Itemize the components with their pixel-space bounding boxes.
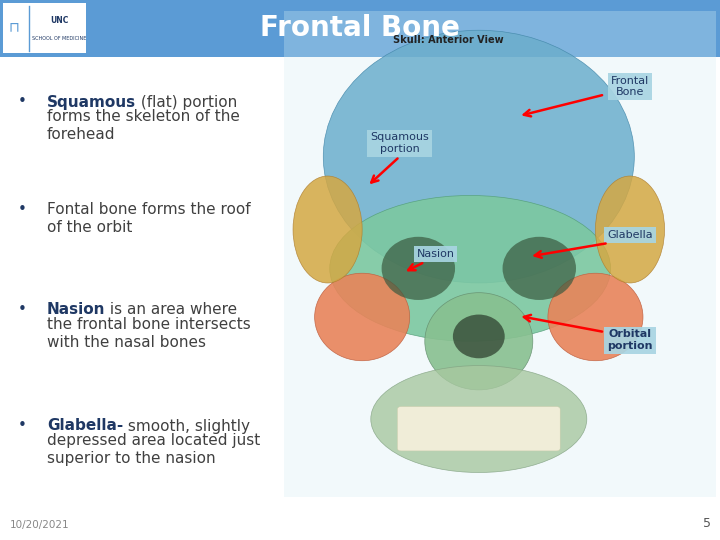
FancyBboxPatch shape [0, 0, 720, 57]
Text: (flat) portion: (flat) portion [136, 94, 237, 110]
Text: •: • [18, 202, 27, 218]
Text: is an area where: is an area where [105, 302, 238, 318]
Text: depressed area located just
superior to the nasion: depressed area located just superior to … [47, 433, 260, 465]
Ellipse shape [595, 176, 665, 283]
Text: smooth, slightly: smooth, slightly [123, 418, 250, 434]
Text: •: • [18, 302, 27, 318]
Text: SCHOOL OF MEDICINE: SCHOOL OF MEDICINE [32, 36, 86, 41]
Ellipse shape [371, 366, 587, 472]
Text: Fontal bone forms the roof
of the orbit: Fontal bone forms the roof of the orbit [47, 202, 251, 235]
Text: Squamous
portion: Squamous portion [370, 132, 429, 154]
Ellipse shape [293, 176, 362, 283]
Text: 5: 5 [703, 517, 711, 530]
Ellipse shape [323, 30, 634, 283]
Ellipse shape [315, 273, 410, 361]
Text: 10/20/2021: 10/20/2021 [9, 520, 69, 530]
Ellipse shape [548, 273, 643, 361]
Text: forms the skeleton of the
forehead: forms the skeleton of the forehead [47, 109, 240, 141]
Ellipse shape [382, 237, 455, 300]
Text: Skull: Anterior View: Skull: Anterior View [393, 35, 504, 45]
Ellipse shape [503, 237, 576, 300]
Text: Frontal
Bone: Frontal Bone [611, 76, 649, 97]
Text: Orbital
portion: Orbital portion [607, 329, 653, 351]
FancyBboxPatch shape [284, 11, 716, 497]
FancyBboxPatch shape [3, 3, 86, 53]
Text: ⊓: ⊓ [8, 21, 19, 35]
Text: Squamous: Squamous [47, 94, 136, 110]
Text: •: • [18, 94, 27, 110]
Text: Nasion: Nasion [47, 302, 105, 318]
FancyBboxPatch shape [0, 57, 720, 540]
Text: UNC: UNC [50, 16, 68, 25]
Text: the frontal bone intersects
with the nasal bones: the frontal bone intersects with the nas… [47, 317, 251, 350]
Text: Glabella-: Glabella- [47, 418, 123, 434]
Ellipse shape [425, 293, 533, 390]
Ellipse shape [330, 195, 611, 341]
Ellipse shape [453, 314, 505, 359]
FancyBboxPatch shape [397, 407, 560, 451]
Text: Glabella: Glabella [607, 230, 653, 240]
Text: •: • [18, 418, 27, 434]
Text: Frontal Bone: Frontal Bone [260, 15, 460, 42]
Text: Nasion: Nasion [417, 249, 454, 259]
